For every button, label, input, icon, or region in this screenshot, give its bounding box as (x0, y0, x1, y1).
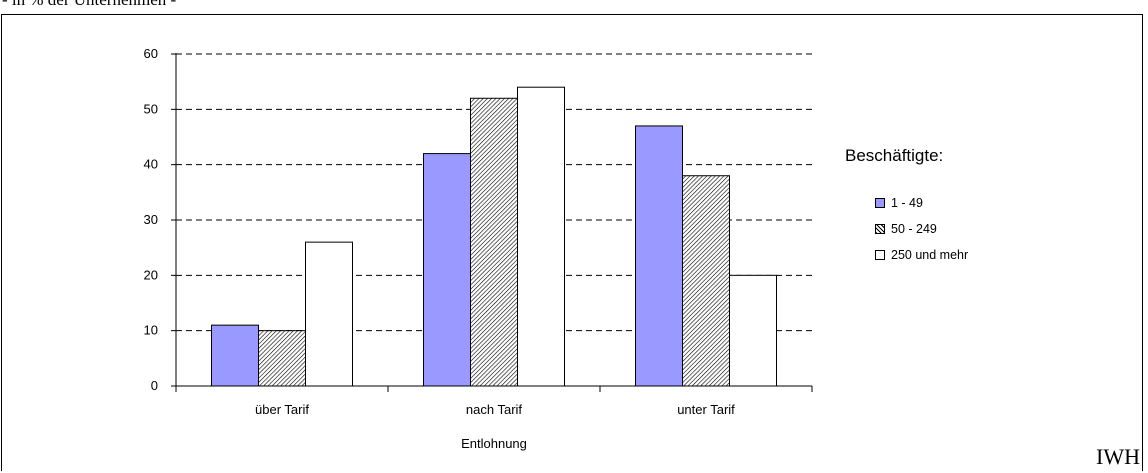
x-tick-label: unter Tarif (677, 402, 735, 417)
x-axis-title: Entlohnung (461, 436, 527, 451)
bar (258, 330, 306, 387)
axis-labels: 0 10 20 30 40 50 60 über Tarif nach Tarif unter T… (144, 46, 736, 451)
legend-swatch (875, 250, 885, 260)
legend-label: 50 - 249 (891, 222, 937, 236)
legend-swatch (875, 198, 885, 208)
bar (305, 241, 353, 387)
y-tick-label: 50 (144, 101, 158, 116)
source-label: IWH (1096, 444, 1140, 469)
legend-item: 50 - 249 (875, 222, 937, 236)
bar (470, 97, 518, 387)
axes (171, 53, 813, 392)
chart-frame (1, 14, 1143, 471)
legend-item: 1 - 49 (875, 196, 923, 210)
y-tick-label: 60 (144, 46, 158, 61)
legend-item: 250 und mehr (875, 248, 968, 262)
legend-swatch (875, 224, 885, 234)
y-tick-label: 0 (151, 378, 158, 393)
legend-title: Beschäftigte: (845, 146, 944, 165)
y-tick-label: 30 (144, 212, 158, 227)
bar (423, 153, 471, 387)
bars (211, 86, 777, 387)
y-tick-label: 40 (144, 157, 158, 172)
chart-caption: - in % der Unternehmen - (2, 0, 176, 10)
x-tick-label: nach Tarif (466, 402, 523, 417)
y-tick-label: 10 (144, 323, 158, 338)
x-tick-label: über Tarif (255, 402, 309, 417)
y-tick-label: 20 (144, 267, 158, 282)
bar (729, 274, 777, 387)
bar (517, 86, 565, 387)
legend-label: 250 und mehr (891, 248, 969, 262)
legend-label: 1 - 49 (891, 196, 923, 210)
bar (211, 324, 259, 387)
bar (682, 175, 730, 387)
bar (635, 125, 683, 387)
